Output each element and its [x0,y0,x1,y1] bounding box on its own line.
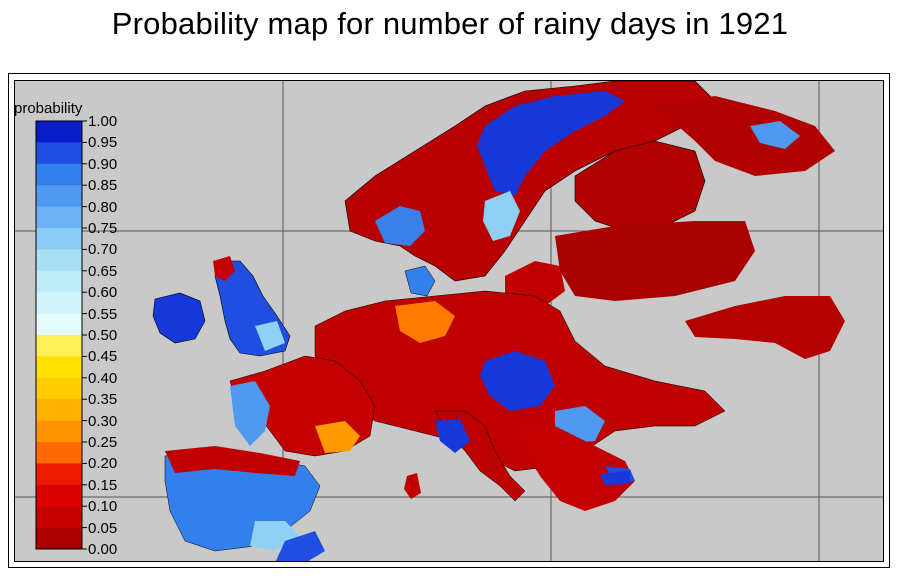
region-scotland-red [213,256,235,281]
region-france-west-blue [230,381,270,446]
region-russia-east [685,296,845,359]
region-iberia-south-blue [275,531,325,561]
region-alps-blue [480,351,555,411]
region-scandinavia-blue [477,91,625,196]
map-panel [14,80,884,562]
region-russia [555,221,755,301]
region-kola [655,96,835,176]
region-balkans [515,421,635,511]
probability-map [15,81,883,561]
region-britain-lightblue [255,321,285,351]
region-sweden-lightblue [483,191,520,241]
region-germany-mixed [395,301,455,343]
region-denmark [404,265,436,297]
region-kola-blue [750,121,800,149]
region-france-south [315,421,360,453]
region-ireland [152,292,206,344]
map-title: Probability map for number of rainy days… [111,6,789,41]
region-finland [574,140,706,232]
region-turkey-blue [600,471,630,485]
region-sardinia [404,473,421,499]
outer-frame [8,73,890,568]
region-norway-south-blue [375,206,425,246]
region-italy-blue [435,419,470,453]
region-iberia-north [165,446,300,476]
